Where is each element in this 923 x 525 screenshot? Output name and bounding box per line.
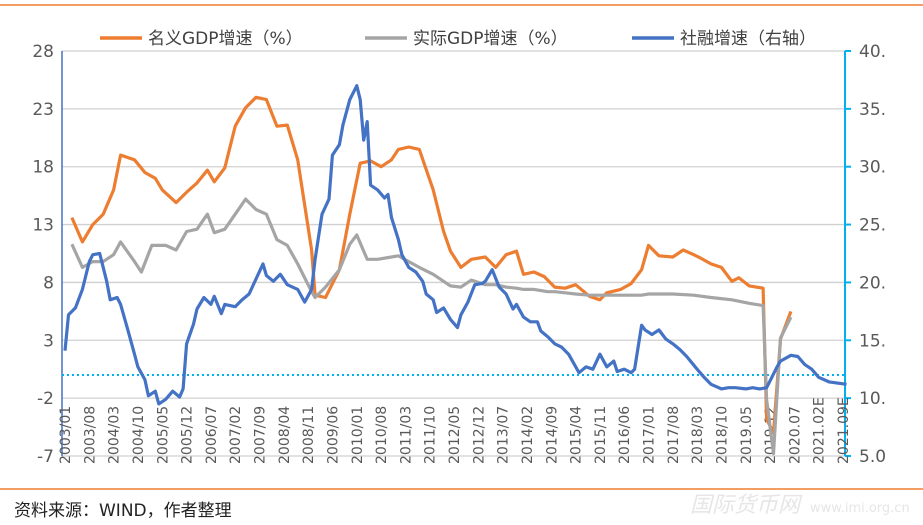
x-tick-label: 2012/12: [471, 406, 487, 464]
x-tick-label: 2004/10: [131, 406, 147, 464]
x-tick-label: 2016/06: [617, 406, 633, 464]
y-right-tick-label: 40.: [859, 42, 886, 62]
legend-label: 实际GDP增速（%）: [413, 29, 568, 49]
x-tick-label: 2011/03: [398, 406, 414, 464]
y-right-tick-label: 5.0: [859, 447, 886, 467]
x-tick-label: 2015/04: [569, 406, 585, 464]
x-tick-label: 2018/10: [714, 406, 730, 464]
x-tick-label: 2012/05: [447, 406, 463, 464]
x-tick-label: 2014/02: [520, 406, 536, 464]
x-tick-label: 2021.09E: [836, 397, 852, 464]
watermark-logo-text: 国际货币网: [690, 493, 803, 518]
x-tick-label: 2003/08: [82, 406, 98, 464]
x-tick-label: 2008/04: [277, 406, 293, 464]
y-left-tick-label: 13: [32, 216, 54, 236]
legend-label: 社融增速（右轴）: [680, 29, 816, 49]
series-line-1: [70, 197, 793, 456]
watermark: 国际货币网 www.imi.org.cn: [690, 493, 910, 518]
y-right-tick-label: 35.: [859, 100, 886, 120]
y-right-tick-label: 15.: [859, 331, 886, 351]
source-note: 资料来源：WIND，作者整理: [14, 501, 232, 521]
x-tick-label: 2014/09: [544, 406, 560, 464]
x-tick-label: 2003/01: [58, 406, 74, 464]
series-line-2: [63, 84, 847, 406]
x-tick-label: 2020.07: [787, 406, 803, 464]
y-left-tick-label: 28: [32, 42, 54, 62]
x-tick-label: 2010/01: [350, 406, 366, 464]
x-tick-label: 2017/01: [642, 406, 658, 464]
y-left-tick-label: -7: [37, 447, 54, 467]
y-left-tick-label: 18: [32, 158, 54, 178]
x-tick-label: 2009/06: [325, 406, 341, 464]
x-tick-label: 2005/12: [180, 406, 196, 464]
x-tick-label: 2008/11: [301, 406, 317, 464]
x-tick-label: 2015/11: [593, 406, 609, 464]
y-right-tick-label: 20.: [859, 273, 886, 293]
x-tick-label: 2018/03: [690, 406, 706, 464]
x-tick-label: 2021.02E: [812, 397, 828, 464]
x-tick-label: 2019.05: [739, 406, 755, 464]
legend-label: 名义GDP增速（%）: [148, 29, 303, 49]
x-tick-label: 2006/07: [204, 406, 220, 464]
series-line-0: [70, 95, 793, 435]
x-tick-label: 2005/05: [155, 406, 171, 464]
y-left-tick-label: -2: [37, 389, 54, 409]
watermark-url: www.imi.org.cn: [810, 501, 910, 516]
x-tick-label: 2007/02: [228, 406, 244, 464]
y-left-tick-label: 23: [32, 100, 54, 120]
legend: 名义GDP增速（%） 实际GDP增速（%） 社融增速（右轴）: [100, 29, 816, 49]
x-tick-label: 2007/09: [253, 406, 269, 464]
y-left-tick-label: 8: [43, 273, 54, 293]
y-right-tick-label: 30.: [859, 158, 886, 178]
x-tick-label: 2013/07: [496, 406, 512, 464]
x-tick-label: 2010/08: [374, 406, 390, 464]
y-right-tick-label: 25.: [859, 216, 886, 236]
y-right-tick-label: 10.: [859, 389, 886, 409]
y-left-tick-label: 3: [43, 331, 54, 351]
x-tick-label: 2004/03: [107, 406, 123, 464]
x-tick-label: 2011/10: [423, 406, 439, 464]
x-tick-label: 2017/08: [666, 406, 682, 464]
